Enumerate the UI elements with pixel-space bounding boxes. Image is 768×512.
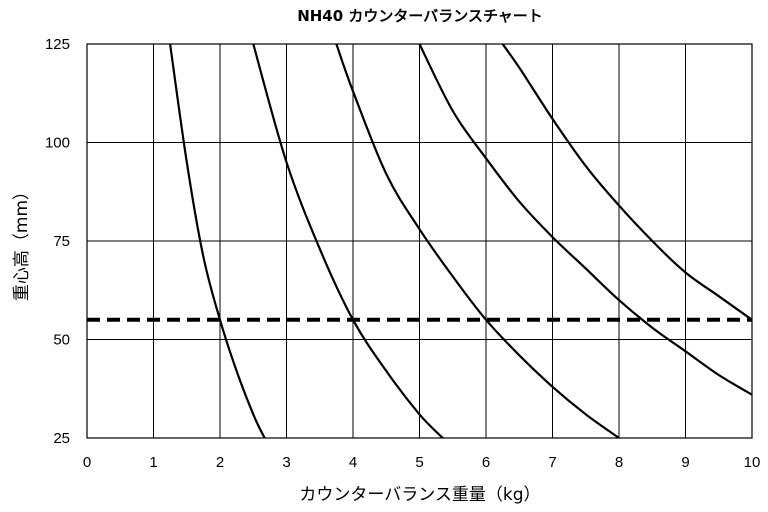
x-axis-title: カウンターバランス重量（kg）	[299, 485, 540, 505]
series-line-2	[252, 43, 444, 439]
y-tick-label: 75	[53, 233, 70, 250]
y-axis-title: 重心高（mm）	[12, 183, 32, 301]
series-line-3	[335, 43, 620, 439]
x-tick-label: 8	[615, 454, 623, 471]
x-tick-label: 2	[216, 454, 224, 471]
x-tick-label: 6	[482, 454, 490, 471]
x-tick-label: 1	[149, 454, 157, 471]
y-tick-label: 125	[45, 36, 70, 53]
chart-title: NH40 カウンターバランスチャート	[297, 7, 543, 25]
series-line-5	[501, 43, 753, 321]
x-tick-label: 10	[744, 454, 761, 471]
grid	[86, 43, 753, 439]
series-line-4	[418, 43, 753, 396]
curves	[169, 43, 753, 439]
x-tick-label: 3	[282, 454, 290, 471]
y-tick-label: 100	[45, 135, 70, 152]
x-tick-label: 4	[349, 454, 357, 471]
y-tick-label: 50	[53, 332, 70, 349]
x-tick-label: 5	[415, 454, 423, 471]
series-line-1	[169, 43, 266, 439]
x-tick-label: 7	[548, 454, 556, 471]
y-tick-label: 25	[53, 430, 70, 447]
tick-labels: 0 1 2 3 4 5 6 7 8 9 10 25 50 75 100 125	[45, 36, 760, 471]
x-tick-label: 9	[681, 454, 689, 471]
x-tick-label: 0	[83, 454, 91, 471]
